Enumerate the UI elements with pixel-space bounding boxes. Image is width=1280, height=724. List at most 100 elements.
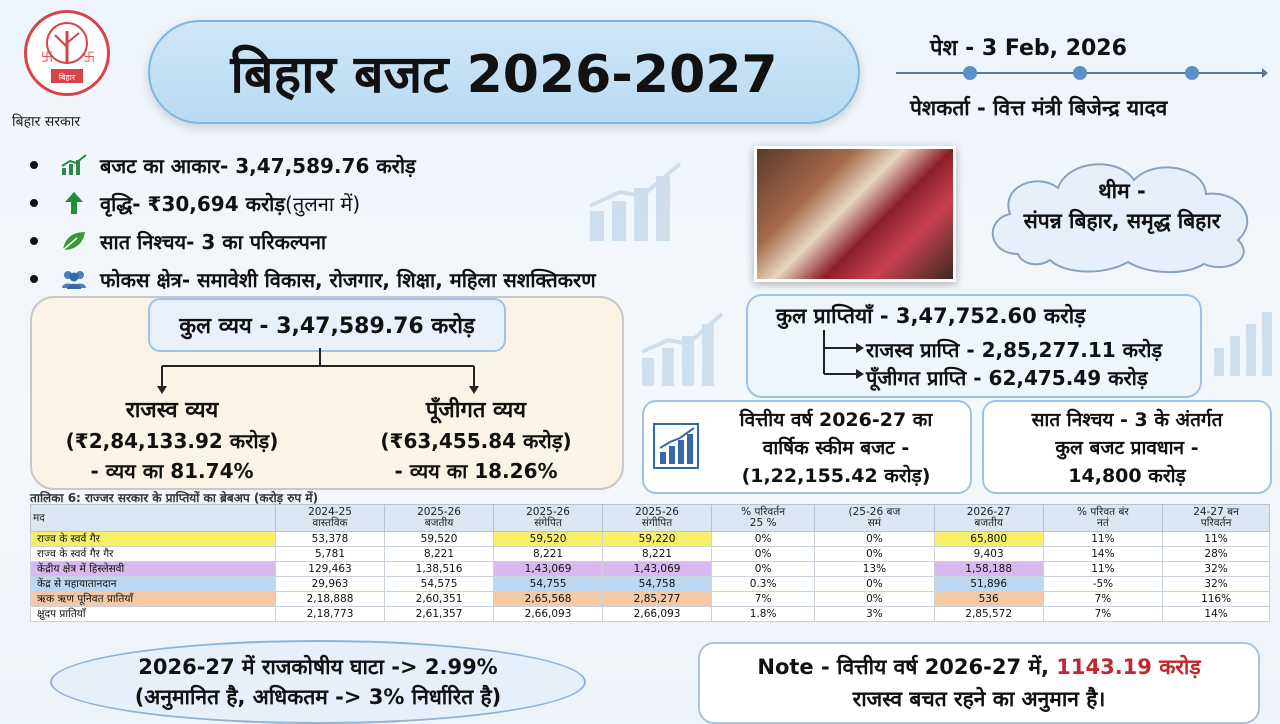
bihar-government-logo: 卐 卐 बिहार [24,10,110,96]
table-cell: क्षुदप प्रातियाँ [30,606,276,622]
table-cell: 32% [1162,561,1270,577]
table-cell: 0.3% [711,576,816,592]
table-cell: 9,403 [933,546,1044,562]
table-cell: 8,221 [493,546,604,562]
table-cell: 129,463 [274,561,386,577]
table-cell: 0% [814,576,935,592]
highlight-label: फोकस क्षेत्र [100,267,182,292]
logo-caption: बिहार सरकार [12,114,81,130]
table-cell: 51,896 [933,576,1044,592]
bullet-dot [30,199,38,207]
theme-label: थीम - [1098,179,1146,203]
highlight-value: - ₹30,694 करोड़ [132,191,286,216]
revenue-expenditure: राजस्व व्यय (₹2,84,133.92 करोड़) - व्यय … [52,396,292,486]
table-cell: 59,520 [384,531,495,547]
column-header: (25-26 बज समं [814,504,935,532]
table-cell: 28% [1162,546,1270,562]
timeline-graphic [896,66,1268,80]
note-line2: राजस्व बचत रहने का अनुमान है। [852,687,1106,711]
highlights-list: बजट का आकार - 3,47,589.76 करोड़ वृद्धि -… [30,146,750,298]
table-cell: 116% [1162,591,1270,607]
table-cell: 32% [1162,576,1270,592]
theme-text: थीम - संपन्न बिहार, समृद्ध बिहार [978,176,1266,236]
table-row: केंद्र से महायातानदान 29,963 54,575 54,7… [30,576,1270,592]
revenue-exp-share: - व्यय का 81.74% [90,459,254,483]
table-cell: 3% [814,606,935,622]
people-icon [60,267,88,291]
table-cell: केंद्रीय क्षेत्र में हिस्लेसवी [30,561,276,577]
table-cell: 59,520 [493,531,604,547]
highlight-item: बजट का आकार - 3,47,589.76 करोड़ [30,146,750,184]
table-row: राज्व के स्वर्व गैर गैर 5,781 8,221 8,22… [30,546,1270,562]
highlight-label: वृद्धि [100,191,133,216]
capital-exp-title: पूँजीगत व्यय [425,398,527,423]
annual-scheme-line1: वित्तीय वर्ष 2026-27 का [739,409,933,431]
table-cell: 2,85,277 [602,591,713,607]
table-cell: 2,65,568 [493,591,604,607]
saat-nischay-line2: कुल बजट प्रावधान - [1055,437,1199,459]
receipts-connector [823,330,864,379]
table-cell: 11% [1042,561,1164,577]
table-cell: 8,221 [384,546,495,562]
svg-text:卐: 卐 [83,50,95,64]
table-cell: 0% [814,591,935,607]
table-cell: -5% [1042,576,1164,592]
svg-text:卐: 卐 [41,50,53,64]
fiscal-deficit-note: 2026-27 में राजकोषीय घाटा -> 2.99% (अनुम… [50,640,586,724]
table-cell: 1.8% [711,606,816,622]
table-cell: 13% [814,561,935,577]
table-cell: ऋक ऋण पूनिवत प्रातियाँ [30,591,276,607]
deficit-line1: 2026-27 में राजकोषीय घाटा -> 2.99% [138,655,498,679]
bullet-dot [30,275,38,283]
receipts-box [746,294,1202,398]
highlight-item: फोकस क्षेत्र - समावेशी विकास, रोजगार, शि… [30,260,750,298]
table-cell: 2,85,572 [933,606,1044,622]
decorative-chart-icon [1214,312,1272,376]
expenditure-connector [157,348,479,394]
highlight-extra: (तुलना में) [285,191,361,216]
table-cell: केंद्र से महायातानदान [30,576,276,592]
svg-text:बिहार: बिहार [59,72,76,82]
theme-cloud-shape [991,163,1249,273]
table-cell: 54,758 [602,576,713,592]
column-header: 2025-26 बजतीय [384,504,495,532]
highlight-value: - 3 का परिकल्पना [186,229,327,254]
bullet-dot [30,161,38,169]
column-header: % परिवर्तन 25 % [711,504,816,532]
table-cell: 0% [814,546,935,562]
saat-nischay-line3: 14,800 करोड़ [1068,465,1186,487]
table-row: केंद्रीय क्षेत्र में हिस्लेसवी 129,463 1… [30,561,1270,577]
theme-value: संपन्न बिहार, समृद्ध बिहार [1023,209,1221,233]
column-header: 2025-26 संगीपित [602,504,713,532]
table-cell: राज्व के स्वर्व गैर [30,531,276,547]
capital-exp-amount: (₹63,455.84 करोड़) [380,429,572,453]
saat-nischay-box: सात निश्चय - 3 के अंतर्गत कुल बजट प्रावध… [982,400,1272,494]
table-cell: 29,963 [274,576,386,592]
column-header: मद [30,504,276,532]
note-prefix: Note - वित्तीय वर्ष 2026-27 में, [757,655,1057,679]
table-cell: 54,575 [384,576,495,592]
total-receipts: कुल प्राप्तियाँ - 3,47,752.60 करोड़ [776,304,1086,328]
table-cell: 2,18,888 [274,591,386,607]
table-cell: 2,66,093 [493,606,604,622]
annual-scheme-line2: वार्षिक स्कीम बजट - [762,437,910,459]
table-cell: 59,220 [602,531,713,547]
table-cell: 1,38,516 [384,561,495,577]
highlight-item: वृद्धि - ₹30,694 करोड़ (तुलना में) [30,184,750,222]
table-cell: 11% [1162,531,1270,547]
saat-nischay-line1: सात निश्चय - 3 के अंतर्गत [1031,409,1223,431]
annual-scheme-box: वित्तीय वर्ष 2026-27 का वार्षिक स्कीम बज… [642,400,972,494]
table-cell: राज्व के स्वर्व गैर गैर [30,546,276,562]
highlight-value: - समावेशी विकास, रोजगार, शिक्षा, महिला स… [181,267,596,292]
presentation-date: पेश - 3 Feb, 2026 [930,36,1127,61]
deficit-line2: (अनुमानित है, अधिकतम -> 3% निर्धारित है) [134,685,502,709]
table-cell: 14% [1162,606,1270,622]
table-cell: 1,43,069 [602,561,713,577]
bullet-dot [30,237,38,245]
table-row: क्षुदप प्रातियाँ 2,18,773 2,61,357 2,66,… [30,606,1270,622]
capital-expenditure: पूँजीगत व्यय (₹63,455.84 करोड़) - व्यय क… [356,396,596,486]
column-header: 2025-26 संगेपित [493,504,604,532]
column-header: 2024-25 वास्तविक [274,504,386,532]
revenue-surplus-note: Note - वित्तीय वर्ष 2026-27 में, 1143.19… [698,642,1260,724]
table-cell: 0% [711,546,816,562]
